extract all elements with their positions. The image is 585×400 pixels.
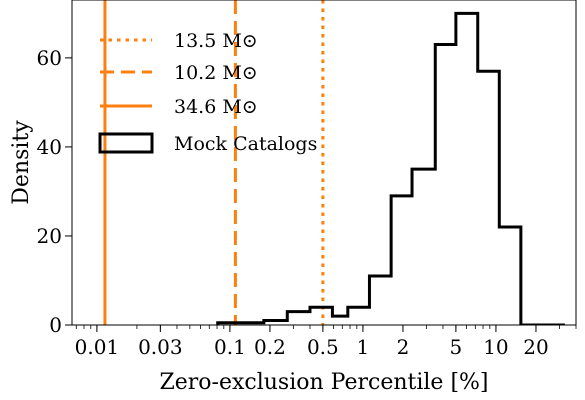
legend-label: Mock Catalogs: [174, 133, 317, 155]
x-tick-label: 5: [450, 335, 463, 359]
y-axis-title: Density: [9, 120, 34, 205]
x-tick-label: 0.1: [214, 335, 246, 359]
plot-frame: [71, 0, 577, 326]
x-tick-label: 1: [357, 335, 370, 359]
legend-swatch: [98, 132, 154, 154]
axes: 0.01 0.03 0.1 0.2 0.5 1 2 5 10 20 0 20 40 60: [37, 0, 577, 359]
y-tick-label: 40: [37, 135, 62, 159]
x-axis-title: Zero-exclusion Percentile [%]: [159, 370, 488, 395]
y-tick-label: 60: [37, 46, 62, 70]
histogram: [216, 11, 565, 325]
legend-label: 34.6 M⊙: [174, 96, 258, 118]
x-tick-label: 0.2: [254, 335, 286, 359]
x-tick-label: 0.5: [307, 335, 339, 359]
x-tick-label: 0.01: [75, 335, 120, 359]
x-tick-label: 0.03: [138, 335, 183, 359]
x-tick-label: 2: [397, 335, 410, 359]
legend: 13.5 M⊙ 10.2 M⊙ 34.6 M⊙ Mock Catalogs: [98, 30, 317, 155]
x-tick-label: 10: [483, 335, 508, 359]
legend-label: 13.5 M⊙: [174, 30, 258, 52]
histogram-outline: [216, 11, 565, 325]
x-tick-label: 20: [523, 335, 548, 359]
reference-lines: [103, 0, 325, 325]
y-tick-label: 20: [37, 224, 62, 248]
legend-label: 10.2 M⊙: [174, 62, 258, 84]
y-tick-label: 0: [49, 313, 62, 337]
